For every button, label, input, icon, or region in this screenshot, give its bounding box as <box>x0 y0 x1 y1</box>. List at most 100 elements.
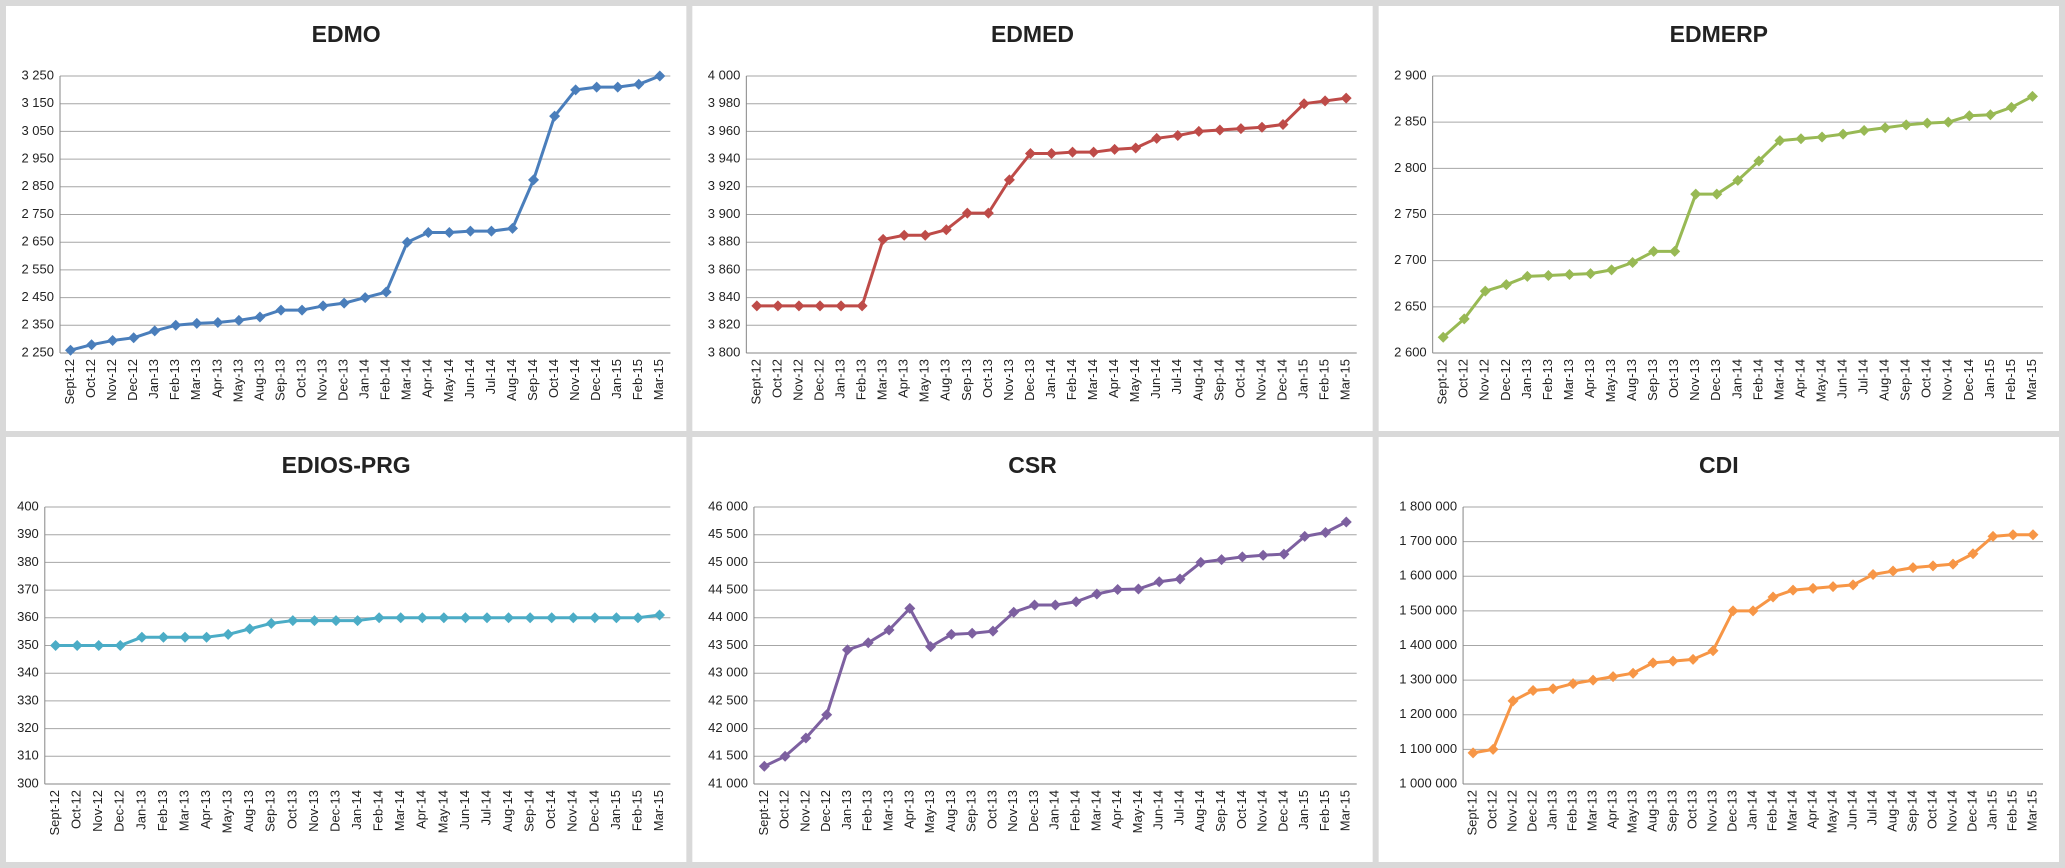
y-tick-label: 2 650 <box>1394 298 1427 313</box>
data-point <box>1687 653 1699 665</box>
data-point <box>1984 109 1996 121</box>
data-point <box>308 615 320 627</box>
data-point <box>1214 124 1226 136</box>
x-tick-label: Mar-14 <box>1085 359 1100 400</box>
data-point <box>528 174 540 186</box>
y-tick-label: 45 000 <box>708 554 748 569</box>
x-tick-label: Apr-13 <box>1582 359 1597 398</box>
x-tick-label: Apr-13 <box>1604 790 1619 829</box>
chart-title: EDMED <box>991 21 1074 47</box>
data-point <box>1867 569 1879 581</box>
x-tick-label: Nov-12 <box>1477 359 1492 401</box>
x-tick-label: Nov-12 <box>790 359 805 401</box>
y-tick-label: 2 250 <box>21 344 54 359</box>
y-tick-label: 41 500 <box>708 748 748 763</box>
data-point <box>1235 123 1247 135</box>
x-tick-label: Mar-13 <box>880 790 895 831</box>
y-tick-label: 3 860 <box>708 261 741 276</box>
x-tick-label: Oct-13 <box>293 359 308 398</box>
data-point <box>1787 584 1799 596</box>
x-tick-label: Feb-13 <box>854 359 869 400</box>
x-tick-label: Dec-13 <box>327 790 342 832</box>
data-point <box>549 110 561 122</box>
x-tick-label: Jul-14 <box>478 790 493 825</box>
y-tick-label: 43 000 <box>708 665 748 680</box>
panel-background <box>1378 6 2059 431</box>
x-tick-label: Feb-13 <box>860 790 875 831</box>
data-point <box>904 602 916 614</box>
data-point <box>1112 584 1124 596</box>
data-point <box>591 81 603 93</box>
x-tick-label: Jan-14 <box>1047 790 1062 830</box>
data-point <box>71 640 83 651</box>
x-tick-label: Mar-15 <box>651 359 666 400</box>
y-tick-label: 2 700 <box>1394 252 1427 267</box>
x-tick-label: May-13 <box>917 359 932 402</box>
x-tick-label: Nov-13 <box>306 790 321 832</box>
x-tick-label: Jul-14 <box>1864 790 1879 825</box>
data-point <box>1847 579 1859 591</box>
x-tick-label: Jul-14 <box>483 359 498 394</box>
y-tick-label: 2 750 <box>21 206 54 221</box>
x-tick-label: Dec-13 <box>1026 790 1041 832</box>
chart-panel: CDI 1 000 000 1 100 000 1 200 000 1 300 000 1… <box>1378 437 2059 862</box>
data-point <box>1298 98 1310 110</box>
data-point <box>1753 155 1765 167</box>
data-point <box>856 300 868 312</box>
data-point <box>610 612 622 624</box>
x-tick-label: Dec-13 <box>336 359 351 401</box>
x-tick-label: Oct-13 <box>1684 790 1699 829</box>
data-point <box>883 624 895 636</box>
x-tick-label: May-13 <box>1603 359 1618 402</box>
data-point <box>1907 562 1919 574</box>
data-point <box>1195 556 1207 568</box>
y-tick-label: 2 650 <box>21 234 54 249</box>
data-point <box>1130 142 1142 154</box>
y-tick-label: 400 <box>17 498 39 513</box>
x-tick-label: Jan-15 <box>1295 359 1310 399</box>
x-tick-label: Oct-12 <box>769 359 784 398</box>
x-tick-label: Jan-14 <box>1729 359 1744 399</box>
data-point <box>395 612 407 624</box>
y-tick-label: 3 150 <box>21 95 54 110</box>
x-tick-label: Jun-14 <box>457 790 472 830</box>
data-point <box>1900 119 1912 131</box>
y-tick-label: 1 300 000 <box>1399 672 1457 687</box>
x-tick-label: Nov-12 <box>1504 790 1519 832</box>
data-point <box>1927 560 1939 572</box>
x-tick-label: Nov-13 <box>315 359 330 401</box>
data-point <box>503 612 515 624</box>
data-point <box>2007 529 2019 541</box>
x-tick-label: Mar-13 <box>176 790 191 831</box>
data-point <box>589 612 601 624</box>
data-point <box>570 84 582 96</box>
data-point <box>1437 331 1449 343</box>
y-tick-label: 3 940 <box>708 151 741 166</box>
y-tick-label: 320 <box>17 720 39 735</box>
x-tick-label: Nov-12 <box>797 790 812 832</box>
x-tick-label: Aug-13 <box>251 359 266 401</box>
x-tick-label: Feb-14 <box>1068 790 1083 831</box>
y-tick-label: 370 <box>17 582 39 597</box>
data-point <box>1029 599 1041 611</box>
data-point <box>506 222 518 234</box>
y-tick-label: 3 050 <box>21 123 54 138</box>
data-point <box>1963 110 1975 122</box>
y-tick-label: 3 820 <box>708 317 741 332</box>
y-tick-label: 1 200 000 <box>1399 706 1457 721</box>
data-point <box>1921 117 1933 129</box>
data-point <box>898 229 910 241</box>
data-point <box>1987 530 1999 542</box>
x-tick-label: Jan-13 <box>839 790 854 830</box>
data-point <box>244 623 256 635</box>
x-tick-label: Feb-15 <box>630 359 645 400</box>
x-tick-label: Aug-13 <box>938 359 953 401</box>
x-tick-label: Sep-14 <box>1213 790 1228 832</box>
x-tick-label: Dec-13 <box>1724 790 1739 832</box>
data-point <box>779 750 791 762</box>
x-tick-label: Dec-14 <box>1275 790 1290 832</box>
data-point <box>982 207 994 219</box>
x-tick-label: Mar-15 <box>2024 359 2039 400</box>
data-point <box>317 300 329 312</box>
x-tick-label: Nov-14 <box>567 359 582 401</box>
